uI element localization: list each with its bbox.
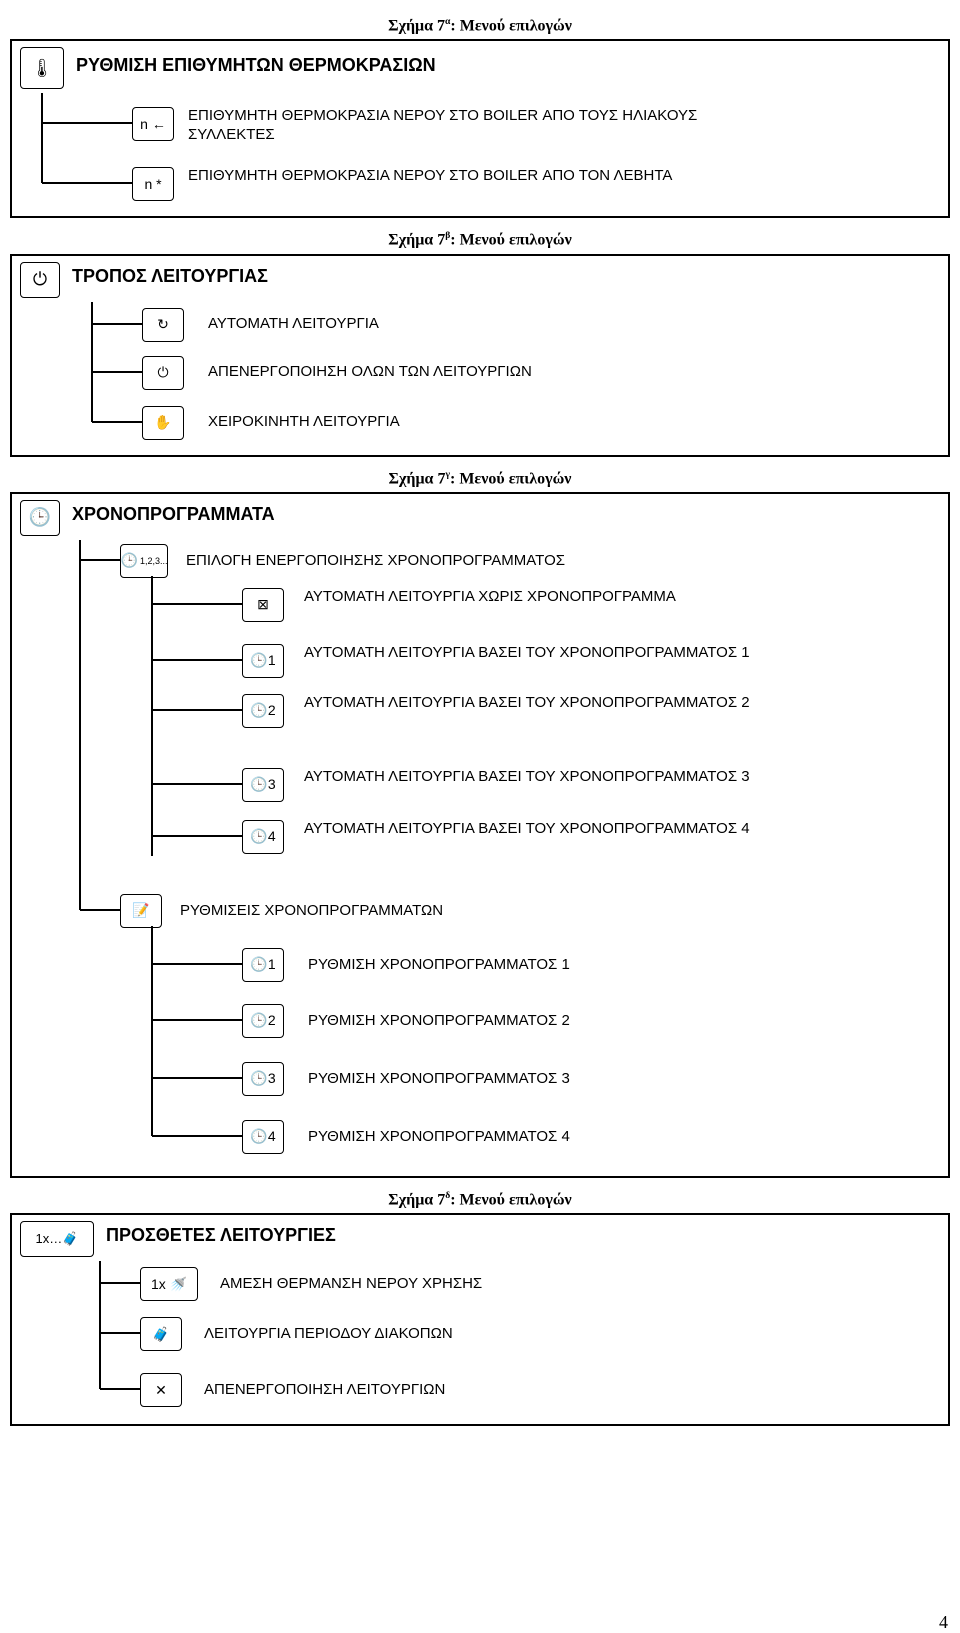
item-text: ΕΠΙΘΥΜΗΤΗ ΘΕΡΜΟΚΡΑΣΙΑ ΝΕΡΟΥ ΣΤΟ BOILER Α… [188, 107, 708, 145]
edit-schedules-icon: 📝 [120, 894, 162, 928]
clock-icon: 🕒 [20, 500, 60, 536]
panel-mode: ⏻ ΤΡΟΠΟΣ ΛΕΙΤΟΥΡΓΙΑΣ ↻ ΑΥΤΟΜΑΤΗ ΛΕΙΤΟΥΡΓ… [10, 254, 950, 457]
tree-lines [80, 540, 160, 1160]
thermometer-icon: 🌡 [20, 47, 64, 89]
panel-extra: 1x…🧳 ΠΡΟΣΘΕΤΕΣ ΛΕΙΤΟΥΡΓΙΕΣ 1x 🚿 ΑΜΕΣΗ ΘΕ… [10, 1213, 950, 1426]
sub2-title: ΡΥΘΜΙΣΕΙΣ ΧΡΟΝΟΠΡΟΓΡΑΜΜΑΤΩΝ [180, 902, 443, 919]
item-text: ΡΥΘΜΙΣΗ ΧΡΟΝΟΠΡΟΓΡΑΜΜΑΤΟΣ 4 [308, 1128, 570, 1147]
panel-schedules: 🕒 ΧΡΟΝΟΠΡΟΓΡΑΜΜΑΤΑ 🕒1,2,3... ΕΠΙΛΟΓΗ ΕΝΕ… [10, 492, 950, 1178]
item-text: ΑΜΕΣΗ ΘΕΡΜΑΝΣΗ ΝΕΡΟΥ ΧΡΗΣΗΣ [220, 1275, 482, 1294]
select-schedule-icon: 🕒1,2,3... [120, 544, 168, 578]
edit-schedule-icon: 🕒4 [242, 1120, 284, 1154]
panel-a-title: ΡΥΘΜΙΣΗ ΕΠΙΘΥΜΗΤΩΝ ΘΕΡΜΟΚΡΑΣΙΩΝ [76, 55, 436, 76]
holiday-icon: 🧳 [140, 1317, 182, 1351]
extra-functions-icon: 1x…🧳 [20, 1221, 94, 1257]
power-icon: ⏻ [20, 262, 60, 298]
schedule-option-icon: ⊠ [242, 588, 284, 622]
setpoint-boiler-icon: n * [132, 167, 174, 201]
item-text: ΡΥΘΜΙΣΗ ΧΡΟΝΟΠΡΟΓΡΑΜΜΑΤΟΣ 3 [308, 1070, 570, 1089]
item-text: ΛΕΙΤΟΥΡΓΙΑ ΠΕΡΙΟΔΟΥ ΔΙΑΚΟΠΩΝ [204, 1325, 453, 1344]
caption-b: Σχήμα 7β: Μενού επιλογών [10, 230, 950, 249]
edit-schedule-icon: 🕒1 [242, 948, 284, 982]
item-text: ΑΥΤΟΜΑΤΗ ΛΕΙΤΟΥΡΓΙΑ ΒΑΣΕΙ ΤΟΥ ΧΡΟΝΟΠΡΟΓΡ… [304, 768, 750, 787]
item-text: ΑΥΤΟΜΑΤΗ ΛΕΙΤΟΥΡΓΙΑ ΧΩΡΙΣ ΧΡΟΝΟΠΡΟΓΡΑΜΜΑ [304, 588, 676, 607]
disable-icon: ✕ [140, 1373, 182, 1407]
item-text: ΡΥΘΜΙΣΗ ΧΡΟΝΟΠΡΟΓΡΑΜΜΑΤΟΣ 1 [308, 956, 570, 975]
panel-b-title: ΤΡΟΠΟΣ ΛΕΙΤΟΥΡΓΙΑΣ [72, 266, 268, 287]
panel-c-title: ΧΡΟΝΟΠΡΟΓΡΑΜΜΑΤΑ [72, 504, 275, 525]
edit-schedule-icon: 🕒3 [242, 1062, 284, 1096]
item-text: ΑΠΕΝΕΡΓΟΠΟΙΗΣΗ ΟΛΩΝ ΤΩΝ ΛΕΙΤΟΥΡΓΙΩΝ [208, 363, 532, 382]
caption-d: Σχήμα 7δ: Μενού επιλογών [10, 1190, 950, 1209]
item-text: ΑΥΤΟΜΑΤΗ ΛΕΙΤΟΥΡΓΙΑ ΒΑΣΕΙ ΤΟΥ ΧΡΟΝΟΠΡΟΓΡ… [304, 820, 750, 839]
caption-c: Σχήμα 7γ: Μενού επιλογών [10, 469, 950, 488]
setpoint-solar-icon: n ← [132, 107, 174, 141]
item-text: ΧΕΙΡΟΚΙΝΗΤΗ ΛΕΙΤΟΥΡΓΙΑ [208, 413, 400, 432]
boost-icon: 1x 🚿 [140, 1267, 198, 1301]
item-text: ΑΥΤΟΜΑΤΗ ΛΕΙΤΟΥΡΓΙΑ [208, 315, 379, 334]
sub1-title: ΕΠΙΛΟΓΗ ΕΝΕΡΓΟΠΟΙΗΣΗΣ ΧΡΟΝΟΠΡΟΓΡΑΜΜΑΤΟΣ [186, 552, 565, 569]
item-text: ΑΥΤΟΜΑΤΗ ΛΕΙΤΟΥΡΓΙΑ ΒΑΣΕΙ ΤΟΥ ΧΡΟΝΟΠΡΟΓΡ… [304, 644, 750, 663]
item-text: ΕΠΙΘΥΜΗΤΗ ΘΕΡΜΟΚΡΑΣΙΑ ΝΕΡΟΥ ΣΤΟ BOILER Α… [188, 167, 672, 186]
schedule-option-icon: 🕒2 [242, 694, 284, 728]
item-text: ΡΥΘΜΙΣΗ ΧΡΟΝΟΠΡΟΓΡΑΜΜΑΤΟΣ 2 [308, 1012, 570, 1031]
auto-icon: ↻ [142, 308, 184, 342]
edit-schedule-icon: 🕒2 [242, 1004, 284, 1038]
manual-icon: ✋ [142, 406, 184, 440]
caption-a: Σχήμα 7α: Μενού επιλογών [10, 16, 950, 35]
item-text: ΑΠΕΝΕΡΓΟΠΟΙΗΣΗ ΛΕΙΤΟΥΡΓΙΩΝ [204, 1381, 445, 1400]
panel-d-title: ΠΡΟΣΘΕΤΕΣ ΛΕΙΤΟΥΡΓΙΕΣ [106, 1225, 336, 1246]
item-text: ΑΥΤΟΜΑΤΗ ΛΕΙΤΟΥΡΓΙΑ ΒΑΣΕΙ ΤΟΥ ΧΡΟΝΟΠΡΟΓΡ… [304, 694, 750, 713]
page-number: 4 [939, 1612, 948, 1633]
panel-temperature: 🌡 ΡΥΘΜΙΣΗ ΕΠΙΘΥΜΗΤΩΝ ΘΕΡΜΟΚΡΑΣΙΩΝ n ← ΕΠ… [10, 39, 950, 218]
schedule-option-icon: 🕒3 [242, 768, 284, 802]
schedule-option-icon: 🕒4 [242, 820, 284, 854]
off-icon: ⏻ [142, 356, 184, 390]
schedule-option-icon: 🕒1 [242, 644, 284, 678]
